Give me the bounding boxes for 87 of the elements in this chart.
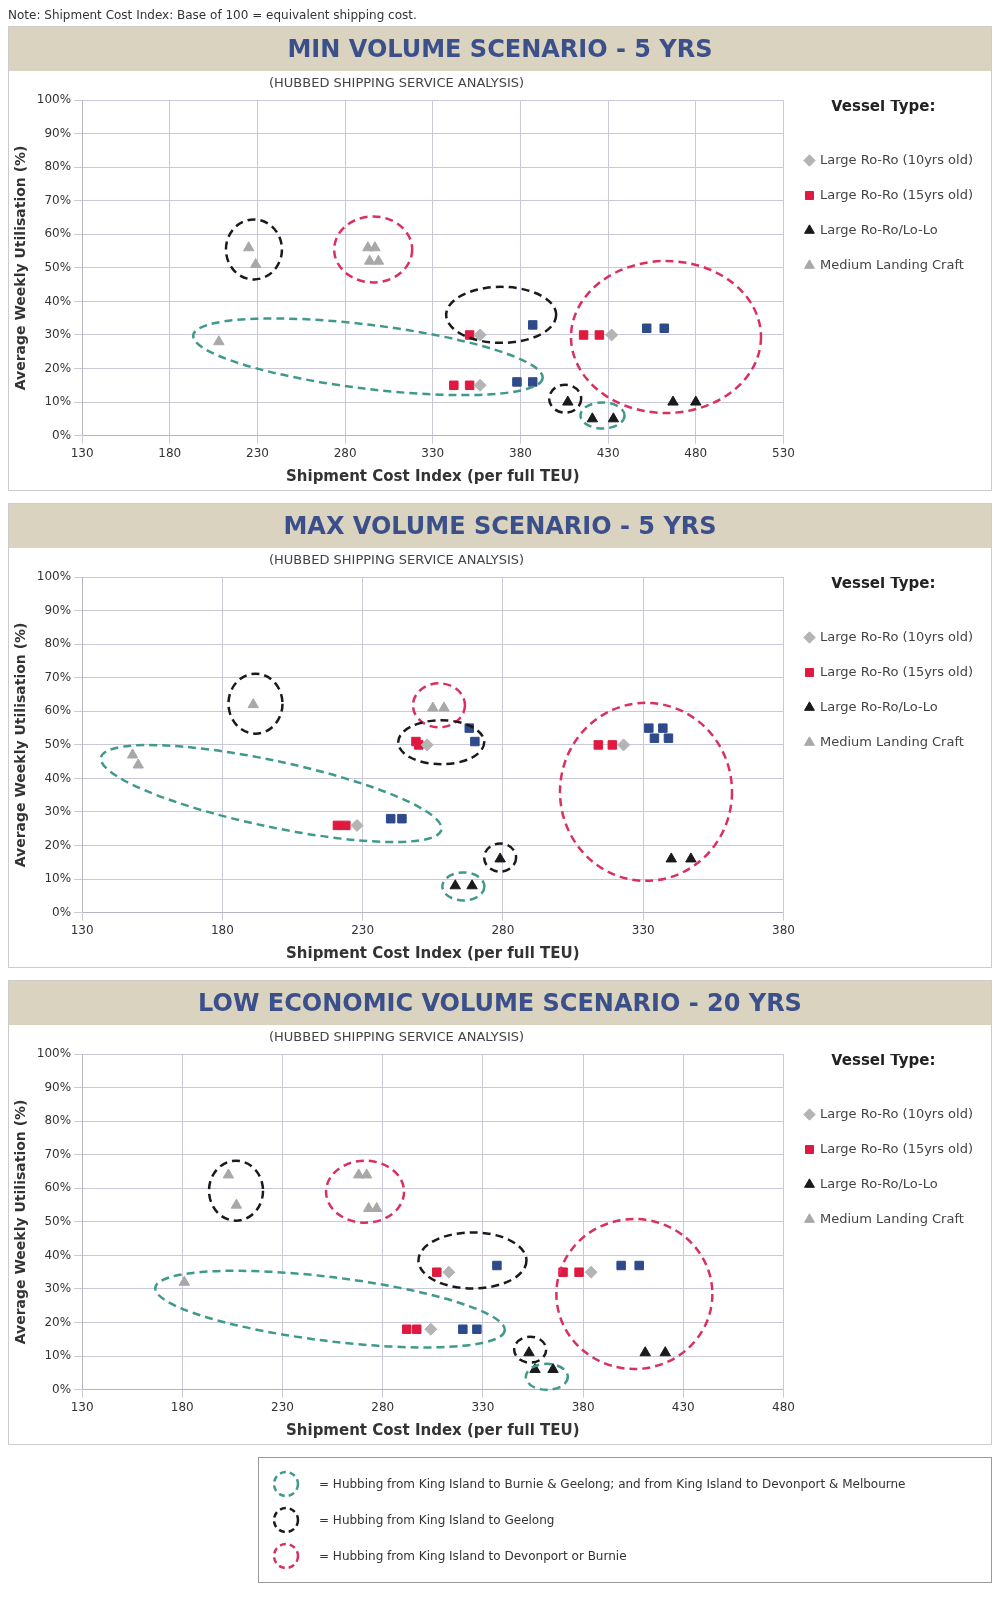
x-tick-label: 130 [70,445,94,460]
legend-title: Vessel Type: [830,574,936,593]
legend-title: Vessel Type: [830,97,936,116]
legend-label: Large Ro-Ro (10yrs old) [819,1105,974,1121]
y-axis-title: Average Weekly Utilisation (%) [12,145,29,391]
y-tick-label: 70% [44,669,72,684]
y-tick-label: 50% [44,737,72,752]
x-tick-label: 280 [333,445,357,460]
y-tick-label: 10% [44,1348,72,1363]
y-tick-label: 40% [44,293,72,308]
chart-subtitle: (HUBBED SHIPPING SERVICE ANALYSIS) [268,74,526,90]
x-tick-label: 180 [170,1399,194,1414]
y-tick-label: 60% [44,1180,72,1195]
text: = Hubbing from King Island to Geelong [319,1513,555,1527]
y-tick-label: 10% [44,394,72,409]
x-tick-label: 230 [246,445,269,460]
y-tick-label: 80% [44,1113,72,1128]
y-tick-label: 0% [52,427,72,442]
legend-title: Vessel Type: [830,1051,936,1070]
legend-label: Large Ro-Ro (15yrs old) [819,663,974,679]
y-tick-label: 20% [44,1314,72,1329]
chart-subtitle: (HUBBED SHIPPING SERVICE ANALYSIS) [268,1028,526,1044]
y-tick-label: 60% [44,703,72,718]
x-axis-title: Shipment Cost Index (per full TEU) [286,466,580,485]
x-tick-label: 280 [371,1399,395,1414]
y-tick-label: 70% [44,1146,72,1161]
chart-subtitle: (HUBBED SHIPPING SERVICE ANALYSIS) [268,551,526,567]
x-tick-label: 530 [772,445,795,460]
y-tick-label: 10% [44,871,72,886]
legend-label: Large Ro-Ro/Lo-Lo [819,221,938,237]
y-tick-label: 20% [44,360,72,375]
y-tick-label: 50% [44,260,72,275]
y-tick-label: 90% [44,602,72,617]
y-tick-label: 30% [44,327,72,342]
text: = Hubbing from King Island to Burnie & Geelong; and from King Island to Devonport & Melbourne [319,1477,906,1491]
x-tick-label: 180 [210,922,234,937]
x-tick-label: 480 [772,1399,795,1414]
y-tick-label: 100% [36,569,72,584]
text: Note: Shipment Cost Index: Base of 100 = equivalent shipping cost. [8,8,418,22]
legend-label: Large Ro-Ro/Lo-Lo [819,698,938,714]
x-tick-label: 330 [421,445,445,460]
y-tick-label: 0% [52,1381,72,1396]
y-tick-label: 30% [44,804,72,819]
x-tick-label: 180 [158,445,182,460]
x-tick-label: 280 [491,922,515,937]
y-tick-label: 80% [44,636,72,651]
x-tick-label: 380 [571,1399,595,1414]
y-tick-label: 90% [44,125,72,140]
legend-label: Medium Landing Craft [819,733,964,749]
x-tick-label: 380 [509,445,532,460]
y-tick-label: 20% [44,837,72,852]
y-tick-label: 0% [52,904,72,919]
y-tick-label: 80% [44,159,72,174]
legend-label: Large Ro-Ro (15yrs old) [819,1140,974,1156]
x-tick-label: 330 [631,922,655,937]
x-tick-label: 480 [684,445,708,460]
y-tick-label: 70% [44,192,72,207]
legend-label: Large Ro-Ro/Lo-Lo [819,1175,938,1191]
x-tick-label: 130 [70,922,94,937]
x-tick-label: 230 [271,1399,294,1414]
y-tick-label: 90% [44,1079,72,1094]
y-axis-title: Average Weekly Utilisation (%) [12,1099,29,1345]
text: = Hubbing from King Island to Devonport or Burnie [319,1549,627,1563]
y-tick-label: 30% [44,1281,72,1296]
x-tick-label: 130 [70,1399,94,1414]
y-tick-label: 100% [36,92,72,107]
chart-title: MAX VOLUME SCENARIO - 5 YRS [9,504,991,548]
x-tick-label: 380 [772,922,795,937]
legend-label: Large Ro-Ro (15yrs old) [819,186,974,202]
chart-title: MIN VOLUME SCENARIO - 5 YRS [9,27,991,71]
y-tick-label: 50% [44,1214,72,1229]
y-axis-title: Average Weekly Utilisation (%) [12,622,29,868]
x-tick-label: 330 [471,1399,495,1414]
chart-title: LOW ECONOMIC VOLUME SCENARIO - 20 YRS [9,981,991,1025]
y-tick-label: 100% [36,1046,72,1061]
legend-label: Medium Landing Craft [819,1210,964,1226]
x-axis-title: Shipment Cost Index (per full TEU) [286,943,580,962]
x-axis-title: Shipment Cost Index (per full TEU) [286,1420,580,1439]
x-tick-label: 430 [671,1399,695,1414]
y-tick-label: 40% [44,1247,72,1262]
legend-label: Large Ro-Ro (10yrs old) [819,151,974,167]
legend-label: Medium Landing Craft [819,256,964,272]
x-tick-label: 430 [596,445,620,460]
y-tick-label: 40% [44,770,72,785]
legend-label: Large Ro-Ro (10yrs old) [819,628,974,644]
x-tick-label: 230 [351,922,375,937]
y-tick-label: 60% [44,226,72,241]
